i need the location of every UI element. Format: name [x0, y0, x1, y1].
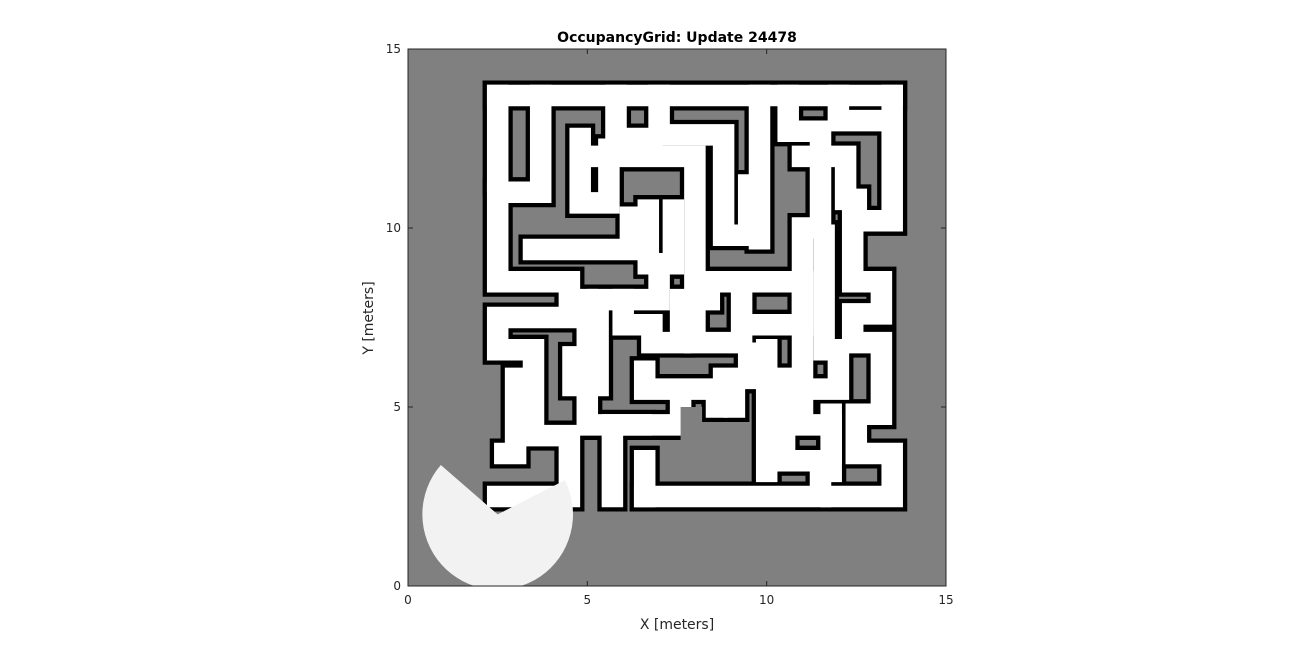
y-tick-label-3: 15: [386, 42, 401, 56]
unknown-patches: [680, 407, 703, 450]
y-tick-label-2: 10: [386, 221, 401, 235]
plot-area: [408, 49, 946, 586]
free-corridor-18: [633, 360, 728, 418]
free-corridor-23: [820, 84, 903, 508]
y-tick-label-1: 5: [393, 400, 401, 414]
chart-title: OccupancyGrid: Update 24478: [557, 30, 797, 46]
axes-frame: [407, 48, 947, 587]
free-sector: [422, 465, 573, 586]
x-tick-label-1: 5: [584, 593, 592, 607]
x-axis-ticks: 0 5 10 15: [404, 49, 954, 607]
y-axis-label: Y [meters]: [361, 281, 377, 355]
free-corridor-12: [562, 253, 670, 397]
y-tick-label-0: 0: [393, 579, 401, 593]
free-corridor-25: [791, 145, 868, 211]
x-axis-label: X [meters]: [640, 617, 714, 633]
free-corridor-3: [494, 367, 527, 465]
free-corridor-8: [583, 145, 799, 293]
free-corridor-26: [827, 84, 893, 132]
free-corridor-15: [684, 303, 753, 354]
free-corridor-27: [809, 224, 850, 400]
x-tick-label-0: 0: [404, 593, 412, 607]
free-space: [422, 84, 903, 586]
free-corridor-14: [612, 288, 721, 354]
x-tick-label-3: 15: [938, 593, 953, 607]
y-axis-ticks: 0 5 10 15: [386, 42, 946, 593]
free-corridor-5: [648, 84, 760, 246]
unknown-patch: [680, 407, 703, 450]
free-corridor-9: [522, 206, 642, 261]
free-corridor-2: [486, 84, 581, 508]
x-tick-label-2: 10: [759, 593, 774, 607]
